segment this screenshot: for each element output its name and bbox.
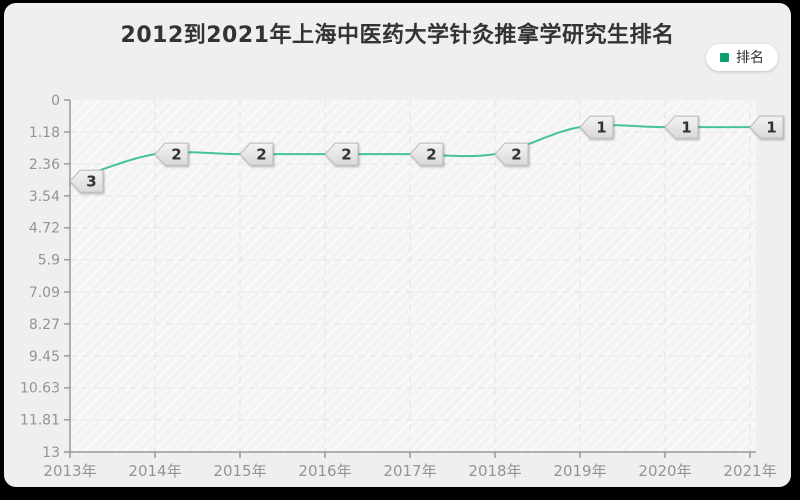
svg-text:13: 13 [42, 445, 60, 461]
legend-label: 排名 [736, 49, 764, 66]
svg-text:8.27: 8.27 [29, 317, 60, 333]
svg-text:0: 0 [51, 93, 60, 109]
svg-text:2: 2 [256, 146, 266, 164]
legend-square-icon [720, 53, 729, 62]
svg-text:3.54: 3.54 [29, 189, 60, 205]
svg-text:9.45: 9.45 [29, 349, 60, 365]
svg-text:2021年: 2021年 [723, 462, 776, 480]
svg-text:2014年: 2014年 [128, 462, 181, 480]
svg-text:10.63: 10.63 [20, 381, 60, 397]
svg-text:1: 1 [596, 118, 606, 136]
svg-text:1.18: 1.18 [29, 125, 60, 141]
ranking-line-chart: 0 1.18 2.36 3.54 4.72 5.9 7.09 8.27 9.45 10.63 11.… [20, 93, 784, 480]
svg-text:2017年: 2017年 [383, 462, 436, 480]
svg-text:2020年: 2020年 [638, 462, 691, 480]
svg-text:2: 2 [341, 146, 351, 164]
svg-text:1: 1 [766, 118, 776, 136]
svg-text:2018年: 2018年 [468, 462, 521, 480]
svg-text:4.72: 4.72 [29, 221, 60, 237]
svg-text:2019年: 2019年 [553, 462, 606, 480]
legend-item-ranking[interactable]: 排名 [706, 44, 778, 71]
svg-text:2: 2 [511, 146, 521, 164]
svg-text:2016年: 2016年 [298, 462, 351, 480]
svg-text:5.9: 5.9 [38, 253, 60, 269]
svg-text:2: 2 [426, 146, 436, 164]
svg-text:7.09: 7.09 [29, 285, 60, 301]
chart-title: 2012到2021年上海中医药大学针灸推拿学研究生排名 [120, 23, 675, 48]
svg-text:3: 3 [86, 173, 96, 191]
svg-text:2015年: 2015年 [213, 462, 266, 480]
svg-text:11.81: 11.81 [20, 413, 60, 429]
svg-text:2: 2 [171, 146, 181, 164]
chart-panel: 2012到2021年上海中医药大学针灸推拿学研究生排名 0 1.18 2.36 3.5… [4, 3, 791, 487]
svg-text:2013年: 2013年 [43, 462, 96, 480]
svg-text:2.36: 2.36 [29, 157, 60, 173]
svg-text:1: 1 [681, 118, 691, 136]
